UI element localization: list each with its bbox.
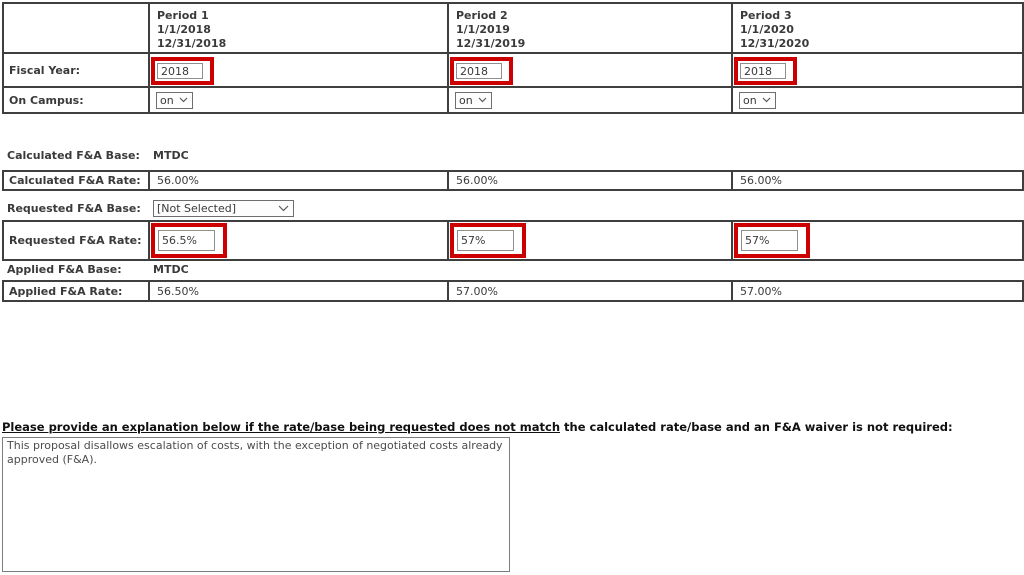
period-1-header: Period 1 1/1/2018 12/31/2018: [148, 2, 449, 54]
on-campus-row: On Campus: on on on: [2, 86, 1024, 114]
fiscal-year-label: Fiscal Year:: [2, 52, 150, 88]
calculated-rate-label: Calculated F&A Rate:: [2, 170, 150, 191]
calculated-rate-table: Calculated F&A Rate: 56.00% 56.00% 56.00…: [2, 170, 1024, 191]
periods-table: Period 1 1/1/2018 12/31/2018 Period 2 1/…: [2, 2, 1024, 114]
header-empty-cell: [2, 2, 150, 54]
requested-rate-input-1[interactable]: [158, 230, 215, 251]
fiscal-year-input-3[interactable]: [740, 63, 786, 79]
requested-rate-table: Requested F&A Rate:: [2, 220, 1024, 261]
period-3-start-date: 1/1/2020: [740, 22, 794, 36]
fiscal-year-cell-1: [148, 52, 449, 88]
period-1-name: Period 1: [157, 8, 209, 22]
calculated-base-value: MTDC: [153, 148, 189, 162]
on-campus-selected-value: on: [160, 93, 174, 107]
explanation-heading: Please provide an explanation below if t…: [2, 420, 953, 434]
chevron-down-icon: [278, 205, 289, 212]
explanation-textarea[interactable]: This proposal disallows escalation of co…: [2, 437, 510, 572]
applied-base-label: Applied F&A Base:: [7, 262, 122, 276]
calculated-rate-value-2: 56.00%: [447, 170, 733, 191]
applied-base-value: MTDC: [153, 262, 189, 276]
requested-rate-input-2[interactable]: [457, 230, 514, 251]
applied-rate-label: Applied F&A Rate:: [2, 280, 150, 302]
highlight-box: [450, 223, 526, 258]
applied-rate-value-3: 57.00%: [731, 280, 1024, 302]
requested-rate-cell-3: [731, 220, 1024, 261]
requested-base-select[interactable]: [Not Selected]: [153, 199, 294, 217]
explanation-heading-underlined: Please provide an explanation below if t…: [2, 420, 561, 434]
period-2-start-date: 1/1/2019: [456, 22, 510, 36]
on-campus-label: On Campus:: [2, 86, 150, 114]
applied-base-row: Applied F&A Base: MTDC: [2, 261, 189, 277]
chevron-down-icon: [179, 97, 188, 103]
period-header-row: Period 1 1/1/2018 12/31/2018 Period 2 1/…: [2, 2, 1024, 54]
fiscal-year-cell-3: [731, 52, 1024, 88]
fiscal-year-input-1[interactable]: [157, 63, 203, 79]
applied-rate-table: Applied F&A Rate: 56.50% 57.00% 57.00%: [2, 280, 1024, 302]
on-campus-selected-value: on: [459, 93, 473, 107]
fiscal-year-cell-2: [447, 52, 733, 88]
fiscal-year-row: Fiscal Year:: [2, 52, 1024, 88]
requested-rate-cell-1: [148, 220, 449, 261]
calculated-base-label: Calculated F&A Base:: [7, 148, 140, 162]
requested-base-selected-value: [Not Selected]: [157, 201, 237, 215]
period-2-end-date: 12/31/2019: [456, 36, 526, 50]
on-campus-cell-3: on: [731, 86, 1024, 114]
requested-rate-label: Requested F&A Rate:: [2, 220, 150, 261]
on-campus-cell-2: on: [447, 86, 733, 114]
requested-rate-input-3[interactable]: [741, 230, 798, 251]
requested-base-label: Requested F&A Base:: [7, 201, 141, 215]
explanation-heading-rest: the calculated rate/base and an F&A waiv…: [560, 420, 953, 434]
calculated-rate-value-1: 56.00%: [148, 170, 449, 191]
on-campus-select-3[interactable]: on: [739, 91, 776, 109]
calculated-base-row: Calculated F&A Base: MTDC: [2, 147, 189, 163]
on-campus-select-1[interactable]: on: [156, 91, 193, 109]
requested-rate-cell-2: [447, 220, 733, 261]
period-3-end-date: 12/31/2020: [740, 36, 810, 50]
applied-rate-value-1: 56.50%: [148, 280, 449, 302]
on-campus-cell-1: on: [148, 86, 449, 114]
period-1-start-date: 1/1/2018: [157, 22, 211, 36]
fiscal-year-input-2[interactable]: [456, 63, 502, 79]
on-campus-select-2[interactable]: on: [455, 91, 492, 109]
requested-base-row: Requested F&A Base: [Not Selected]: [2, 199, 294, 217]
period-3-header: Period 3 1/1/2020 12/31/2020: [731, 2, 1024, 54]
calculated-rate-value-3: 56.00%: [731, 170, 1024, 191]
period-1-end-date: 12/31/2018: [157, 36, 227, 50]
chevron-down-icon: [762, 97, 771, 103]
chevron-down-icon: [478, 97, 487, 103]
highlight-box: [151, 223, 227, 258]
period-2-header: Period 2 1/1/2019 12/31/2019: [447, 2, 733, 54]
highlight-box: [450, 57, 513, 85]
highlight-box: [734, 57, 797, 85]
on-campus-selected-value: on: [743, 93, 757, 107]
applied-rate-value-2: 57.00%: [447, 280, 733, 302]
highlight-box: [151, 57, 214, 85]
period-2-name: Period 2: [456, 8, 508, 22]
period-3-name: Period 3: [740, 8, 792, 22]
highlight-box: [734, 223, 810, 258]
